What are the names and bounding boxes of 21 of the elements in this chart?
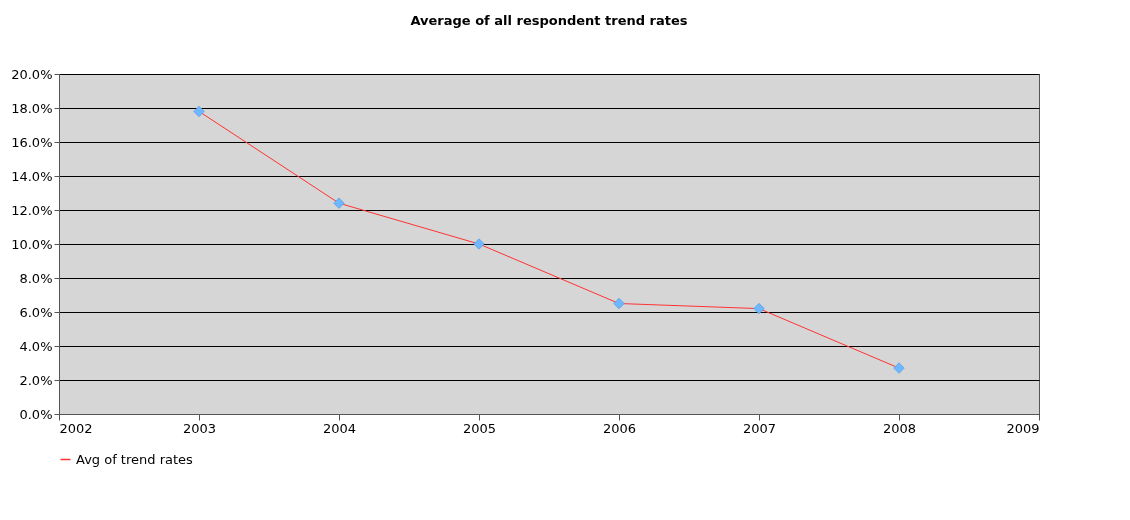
- y-tick-label: 18.0%: [11, 100, 53, 116]
- y-tick-label: 12.0%: [11, 202, 53, 218]
- y-tick-label: 16.0%: [11, 134, 53, 150]
- x-tick-label: 2009: [1006, 420, 1040, 436]
- y-tick-label: 10.0%: [11, 236, 53, 252]
- y-tick-label: 2.0%: [19, 372, 53, 388]
- y-tick-label: 8.0%: [19, 270, 53, 286]
- y-tick-label: 4.0%: [19, 338, 53, 354]
- x-tick-label: 2002: [59, 420, 93, 436]
- y-tick-label: 0.0%: [19, 406, 53, 422]
- x-tick-label: 2008: [882, 420, 917, 436]
- x-tick-label: 2006: [602, 420, 637, 436]
- y-tick-label: 20.0%: [11, 66, 53, 82]
- chart-title: Average of all respondent trend rates: [410, 13, 688, 28]
- x-tick-label: 2003: [182, 420, 217, 436]
- y-tick-label: 14.0%: [11, 168, 53, 184]
- x-tick-label: 2005: [462, 420, 497, 436]
- legend-label: Avg of trend rates: [76, 451, 194, 467]
- x-tick-label: 2007: [742, 420, 777, 436]
- y-tick-label: 6.0%: [19, 304, 53, 320]
- x-tick-label: 2004: [322, 420, 357, 436]
